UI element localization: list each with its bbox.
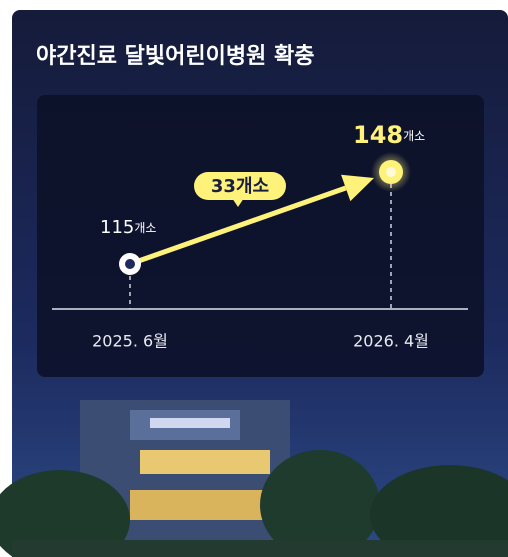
value-number: 115 — [100, 217, 134, 238]
value-unit: 개소 — [403, 129, 425, 143]
badge-tail — [232, 198, 244, 207]
building-illustration — [0, 400, 508, 557]
value-label: 115개소 — [100, 217, 156, 238]
trend-line — [129, 185, 347, 267]
annotation: 33개소 — [211, 176, 269, 197]
point-center — [386, 167, 396, 177]
value-number: 148 — [353, 121, 403, 149]
point-center — [125, 259, 135, 269]
chart-title: 야간진료 달빛어린이병원 확충 — [36, 44, 314, 69]
value-unit: 개소 — [134, 221, 156, 235]
value-label: 148개소 — [353, 121, 425, 149]
badge — [194, 172, 286, 200]
arrow-head — [341, 174, 375, 202]
x-tick-label: 2026. 4월 — [353, 332, 429, 351]
x-tick-label: 2025. 6월 — [92, 332, 168, 351]
